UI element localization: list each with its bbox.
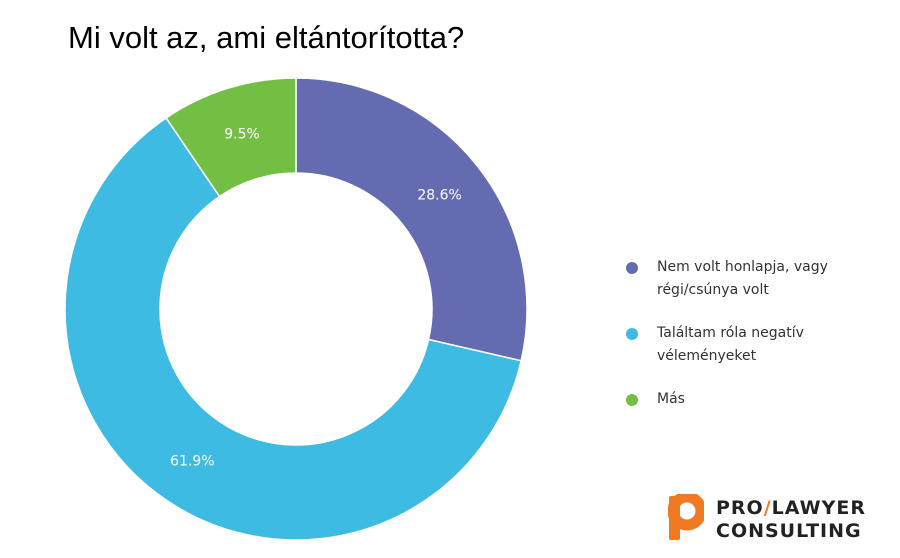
legend-marker — [626, 394, 638, 406]
legend-label: Találtam róla negatív véleményeket — [657, 325, 804, 364]
legend-item-other[interactable]: Más — [626, 388, 866, 411]
legend-item-negative-reviews[interactable]: Találtam róla negatív véleményeket — [626, 322, 866, 368]
slice-negative-reviews[interactable] — [64, 116, 523, 541]
chart-title: Mi volt az, ami eltántorította? — [68, 20, 465, 55]
slice-other[interactable] — [165, 77, 297, 198]
legend-marker — [626, 262, 638, 274]
label-no-website: 28.6% — [417, 188, 461, 204]
logo-p-icon — [668, 494, 704, 540]
logo-wordmark: PRO/LAWYER CONSULTING — [716, 497, 866, 542]
legend-label: Más — [657, 391, 685, 407]
legend-marker — [626, 328, 638, 340]
label-other: 9.5% — [224, 127, 260, 143]
legend-label: Nem volt honlapja, vagy régi/csúnya volt — [657, 259, 828, 298]
brand-logo: PRO/LAWYER CONSULTING — [668, 494, 868, 542]
legend-item-no-website[interactable]: Nem volt honlapja, vagy régi/csúnya volt — [626, 256, 866, 302]
donut-chart: 28.6% 61.9% 9.5% — [64, 77, 528, 541]
label-negative-reviews: 61.9% — [170, 453, 214, 469]
legend: Nem volt honlapja, vagy régi/csúnya volt… — [626, 256, 866, 431]
slice-no-website[interactable] — [295, 77, 528, 362]
